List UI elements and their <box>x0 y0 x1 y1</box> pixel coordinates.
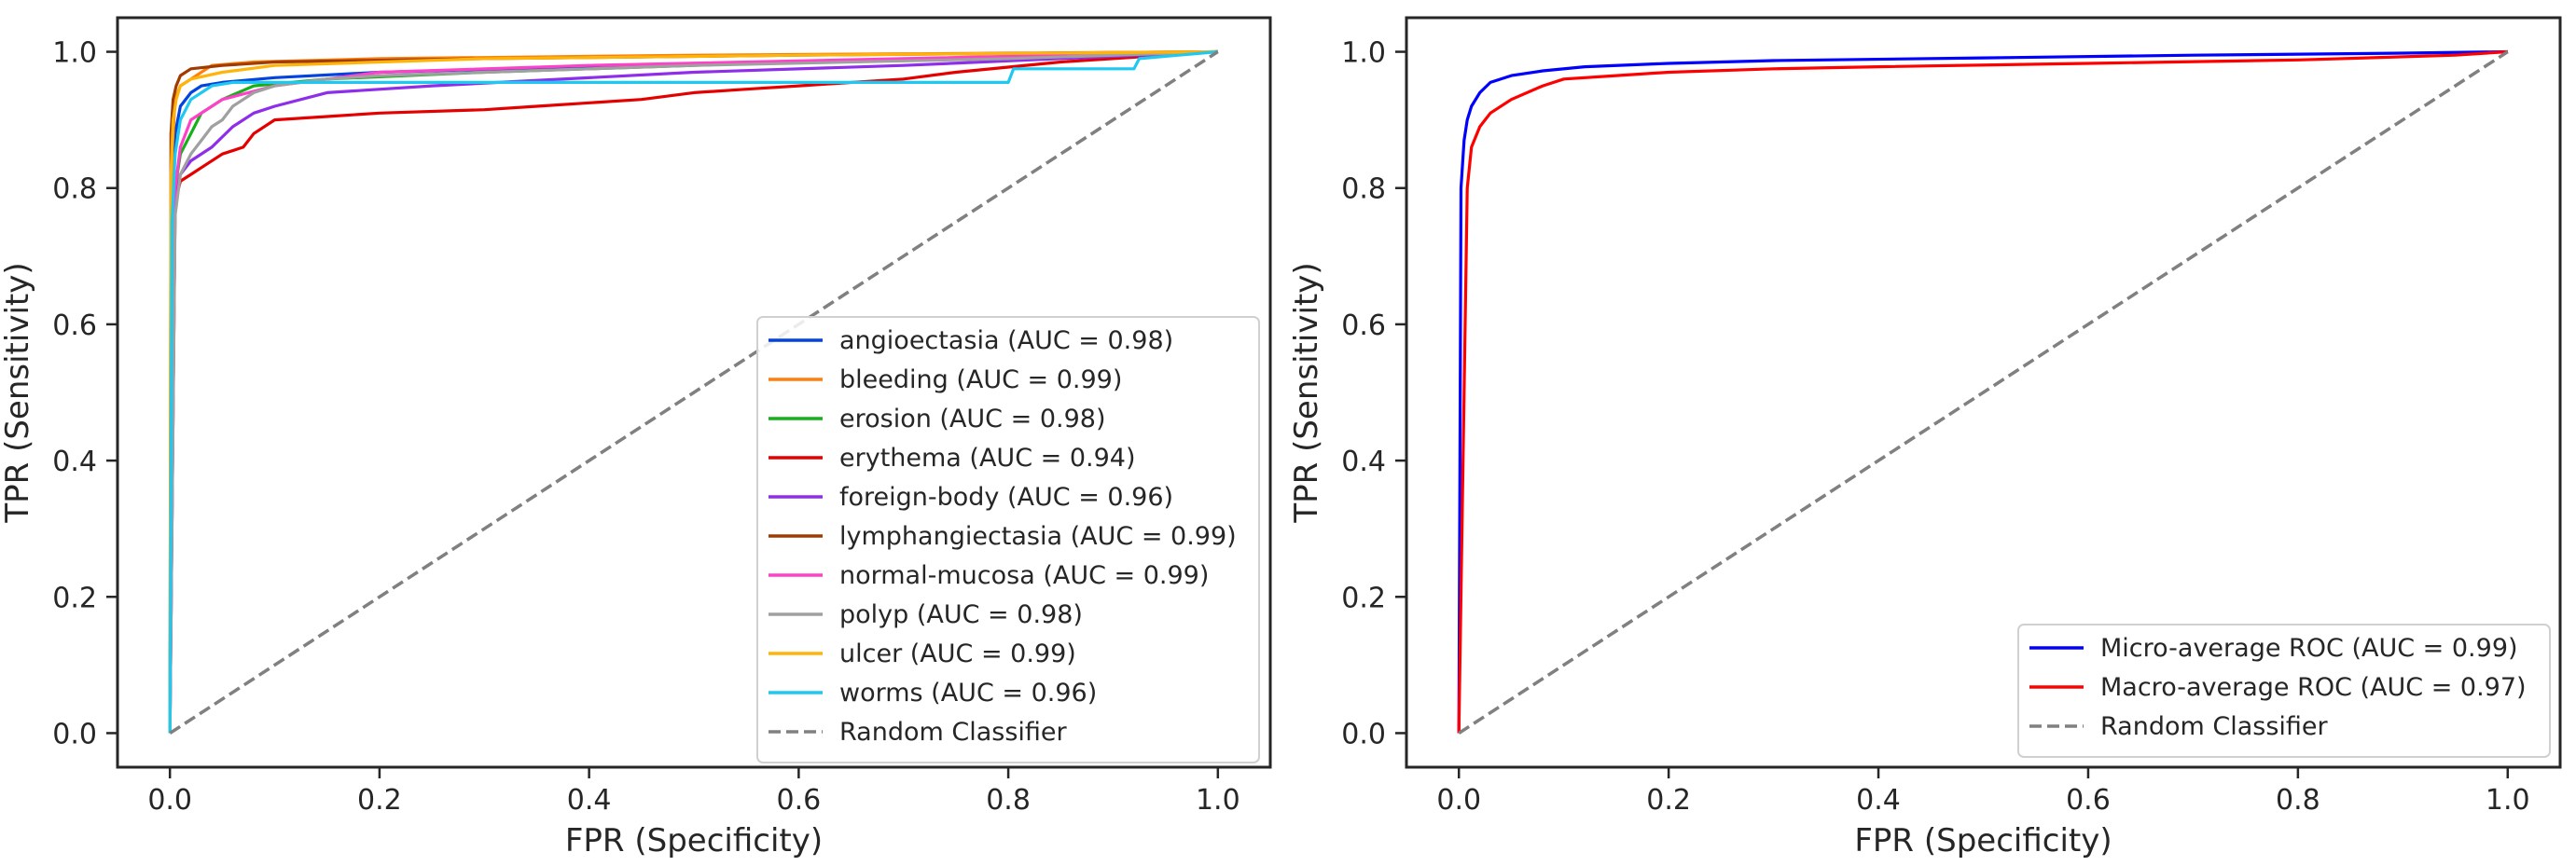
y-tick-label: 0.0 <box>52 718 97 750</box>
legend-entry-label: worms (AUC = 0.96) <box>839 679 1097 708</box>
series-line-ulcer <box>168 49 1218 734</box>
x-tick-label: 0.0 <box>1436 784 1481 817</box>
x-tick-label: 0.8 <box>986 784 1031 817</box>
x-tick-label: 0.4 <box>567 784 612 817</box>
y-tick-label: 0.8 <box>52 173 97 206</box>
y-axis-label: TPR (Sensitivity) <box>1288 262 1325 523</box>
y-tick-label: 0.2 <box>1341 582 1386 614</box>
legend: angioectasia (AUC = 0.98) bleeding (AUC =… <box>756 316 1260 763</box>
x-axis-label: FPR (Specificity) <box>1854 822 2112 859</box>
legend-box <box>2017 624 2551 758</box>
series-line-worms <box>168 49 1218 734</box>
y-tick-label: 0.8 <box>1341 173 1386 206</box>
y-tick-label: 0.4 <box>52 446 97 478</box>
x-tick-label: 0.2 <box>357 784 402 817</box>
y-tick-label: 1.0 <box>1341 37 1386 70</box>
series-line-macro-average-roc <box>1457 49 2508 734</box>
legend-box <box>756 316 1260 763</box>
legend-entry-label: erosion (AUC = 0.98) <box>839 405 1105 433</box>
y-tick-label: 0.6 <box>52 309 97 342</box>
legend-entry-label: Random Classifier <box>839 718 1068 747</box>
x-axis-label: FPR (Specificity) <box>565 822 823 859</box>
x-tick-label: 0.8 <box>2276 784 2320 817</box>
legend-entry-label: bleeding (AUC = 0.99) <box>839 365 1122 394</box>
roc-panel-1: 0.0 0.2 0.4 0.6 0.8 1.0 0.0 0.2 0.4 0.6 0.8 1.0 FPR … <box>0 16 1272 859</box>
legend-entry-label: Macro-average ROC (AUC = 0.97) <box>2100 673 2527 702</box>
y-tick-label: 0.4 <box>1341 446 1386 478</box>
x-tick-label: 1.0 <box>2486 784 2530 817</box>
legend-entry-label: angioectasia (AUC = 0.98) <box>839 326 1173 355</box>
series-line-normal-mucosa <box>168 49 1218 734</box>
legend-entry-label: lymphangiectasia (AUC = 0.99) <box>839 522 1237 551</box>
legend-entry-label: erythema (AUC = 0.94) <box>839 444 1136 473</box>
plot-frame <box>116 16 1272 769</box>
legend-entry-label: Random Classifier <box>2100 712 2329 741</box>
x-tick-label: 1.0 <box>1196 784 1240 817</box>
series-line-polyp <box>168 49 1218 734</box>
roc-panel-2: 0.0 0.2 0.4 0.6 0.8 1.0 0.0 0.2 0.4 0.6 0.8 1.0 FPR … <box>1288 16 2562 859</box>
legend-entry-label: Micro-average ROC (AUC = 0.99) <box>2100 634 2518 663</box>
legend-entry-label: polyp (AUC = 0.98) <box>839 600 1083 629</box>
series-line-micro-average-roc <box>1457 49 2508 734</box>
x-tick-label: 0.2 <box>1646 784 1691 817</box>
x-tick-label: 0.6 <box>777 784 822 817</box>
y-tick-label: 0.0 <box>1341 718 1386 750</box>
y-tick-label: 0.2 <box>52 582 97 614</box>
x-tick-label: 0.4 <box>1856 784 1901 817</box>
y-tick-label: 1.0 <box>52 37 97 70</box>
plot-frame <box>1405 16 2562 769</box>
y-tick-label: 0.6 <box>1341 309 1386 342</box>
series-line-random-classifier <box>169 50 1219 735</box>
legend-entry-label: ulcer (AUC = 0.99) <box>839 639 1076 668</box>
legend-entry-label: normal-mucosa (AUC = 0.99) <box>839 561 1209 590</box>
x-tick-label: 0.0 <box>147 784 192 817</box>
legend: Micro-average ROC (AUC = 0.99) Macro-aver… <box>2017 624 2551 758</box>
legend-entry-label: foreign-body (AUC = 0.96) <box>839 483 1173 512</box>
x-tick-label: 0.6 <box>2066 784 2111 817</box>
series-line-random-classifier <box>1458 50 2509 735</box>
y-axis-label: TPR (Sensitivity) <box>0 262 36 523</box>
